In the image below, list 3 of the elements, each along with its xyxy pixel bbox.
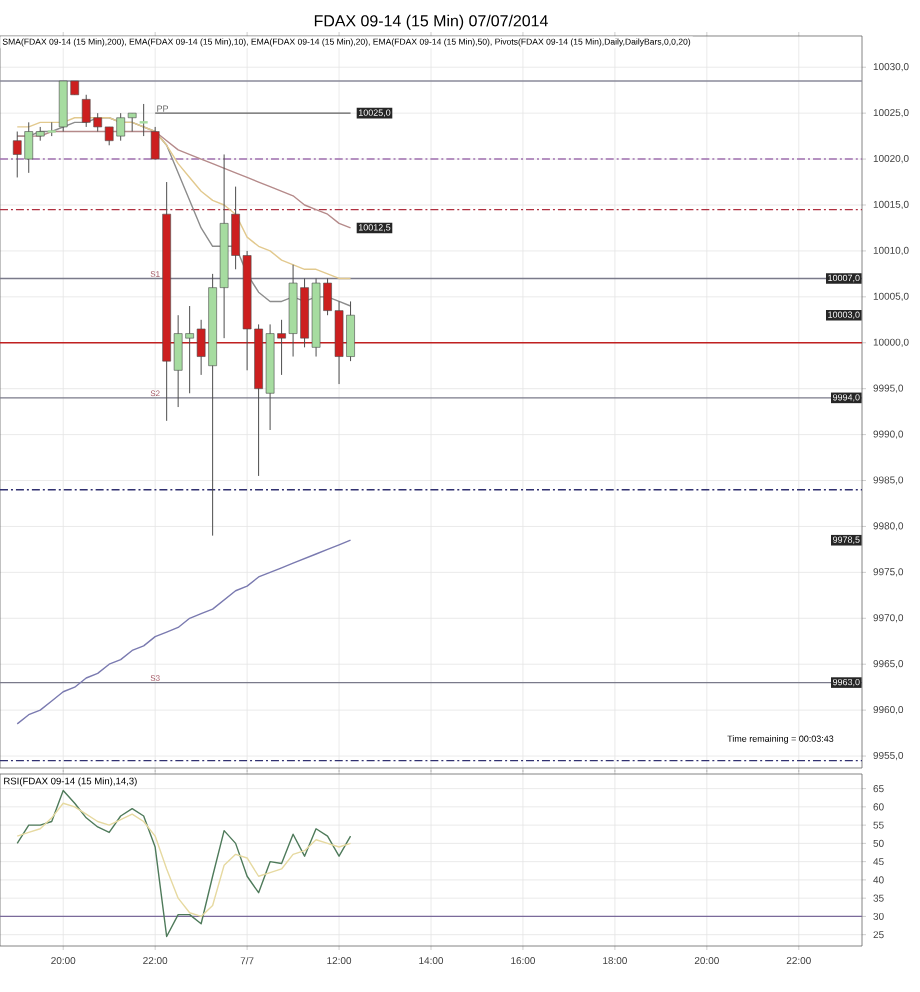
candlestick xyxy=(150,126,160,160)
candlestick xyxy=(138,103,149,137)
line-series xyxy=(16,789,352,938)
